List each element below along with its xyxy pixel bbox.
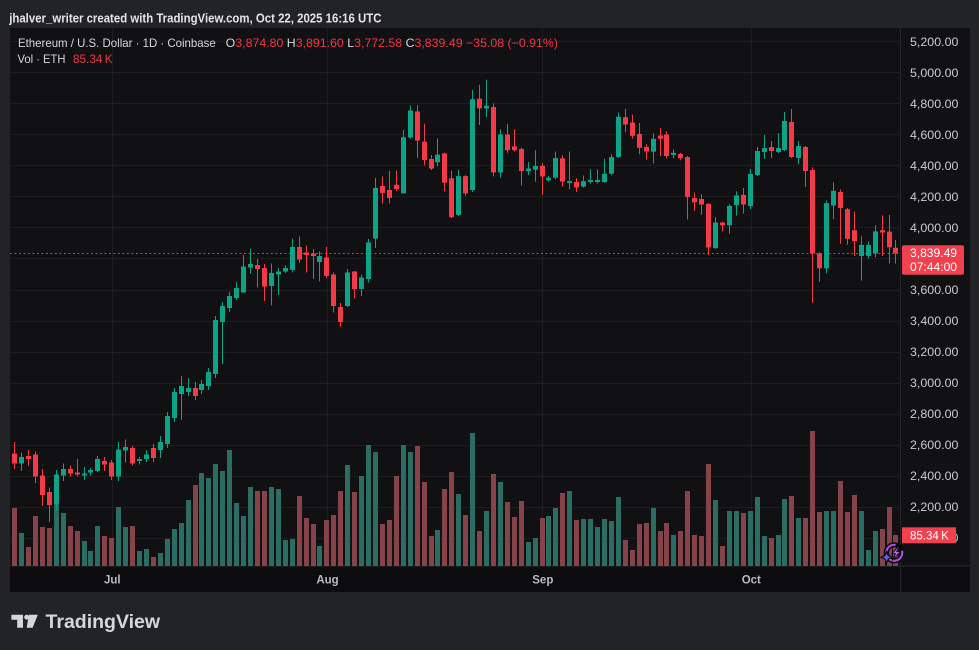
svg-text:4,000.00: 4,000.00 bbox=[910, 221, 959, 235]
svg-text:3,839.49: 3,839.49 bbox=[910, 246, 957, 260]
svg-text:2,800.00: 2,800.00 bbox=[910, 407, 959, 421]
svg-text:Ethereum / U.S. Dollar · 1D ·: Ethereum / U.S. Dollar · 1D · Coinbase bbox=[18, 36, 216, 50]
svg-text:4,400.00: 4,400.00 bbox=[910, 159, 959, 173]
svg-text:2,200.00: 2,200.00 bbox=[910, 500, 959, 514]
svg-text:85.34 K: 85.34 K bbox=[910, 531, 949, 543]
svg-text:2,400.00: 2,400.00 bbox=[910, 469, 959, 483]
svg-text:jhalver_writer created with Tr: jhalver_writer created with TradingView.… bbox=[8, 12, 381, 26]
svg-text:3,400.00: 3,400.00 bbox=[910, 314, 959, 328]
svg-text:O3,874.80 H3,891.60 L3,772.5: O3,874.80 H3,891.60 L3,772.58 C3,839.49 … bbox=[226, 36, 558, 50]
svg-text:4,600.00: 4,600.00 bbox=[910, 128, 959, 142]
svg-text:Aug: Aug bbox=[316, 575, 338, 587]
svg-text:TradingView: TradingView bbox=[46, 612, 161, 633]
svg-text:3,000.00: 3,000.00 bbox=[910, 376, 959, 390]
svg-text:4,200.00: 4,200.00 bbox=[910, 190, 959, 204]
svg-text:Vol · ETH: Vol · ETH bbox=[18, 52, 66, 66]
svg-text:2,600.00: 2,600.00 bbox=[910, 438, 959, 452]
svg-text:4,800.00: 4,800.00 bbox=[910, 97, 959, 111]
svg-text:85.34 K: 85.34 K bbox=[73, 52, 113, 66]
svg-text:Jul: Jul bbox=[104, 575, 121, 587]
svg-text:3,200.00: 3,200.00 bbox=[910, 345, 959, 359]
svg-text:Oct: Oct bbox=[742, 575, 761, 587]
svg-text:Sep: Sep bbox=[532, 575, 553, 587]
svg-text:07:44:00: 07:44:00 bbox=[910, 260, 957, 274]
svg-text:5,000.00: 5,000.00 bbox=[910, 66, 959, 80]
svg-text:3,600.00: 3,600.00 bbox=[910, 283, 959, 297]
svg-text:5,200.00: 5,200.00 bbox=[910, 35, 959, 49]
